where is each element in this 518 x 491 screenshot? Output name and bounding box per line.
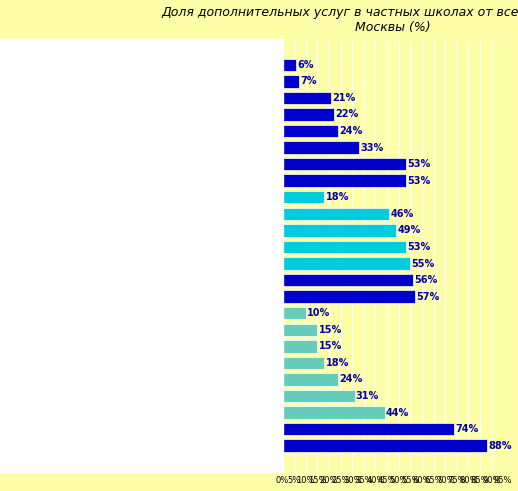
Bar	[282, 291, 415, 303]
Text: 24%: 24%	[339, 375, 363, 384]
Text: 18%: 18%	[325, 192, 349, 202]
Bar	[282, 191, 324, 203]
Title: Доля дополнительных услуг в частных школах от всех частных школ
Москвы (%): Доля дополнительных услуг в частных школ…	[162, 5, 518, 33]
Text: 18%: 18%	[325, 358, 349, 368]
Bar	[282, 356, 324, 369]
Text: 56%: 56%	[414, 275, 437, 285]
Bar	[282, 58, 296, 71]
Text: 15%: 15%	[319, 341, 342, 352]
Text: 44%: 44%	[386, 408, 409, 417]
Text: 53%: 53%	[407, 242, 430, 252]
Bar	[282, 423, 454, 436]
Text: 55%: 55%	[411, 259, 435, 269]
Text: 88%: 88%	[488, 441, 512, 451]
Bar	[282, 92, 332, 104]
Bar	[282, 141, 359, 154]
Bar	[282, 307, 306, 320]
Text: 31%: 31%	[356, 391, 379, 401]
Text: 7%: 7%	[300, 76, 316, 86]
Text: 53%: 53%	[407, 159, 430, 169]
Bar	[282, 208, 390, 220]
Bar	[282, 75, 299, 87]
Bar	[282, 390, 354, 402]
Text: 15%: 15%	[319, 325, 342, 335]
Bar	[282, 439, 487, 452]
Bar	[282, 407, 385, 419]
Text: 21%: 21%	[333, 93, 356, 103]
Text: 57%: 57%	[416, 292, 439, 301]
Bar	[282, 125, 338, 137]
Text: 22%: 22%	[335, 109, 358, 119]
Bar	[282, 174, 406, 187]
Text: 74%: 74%	[455, 424, 479, 434]
Text: 33%: 33%	[361, 142, 384, 153]
Bar	[282, 158, 406, 170]
Bar	[282, 340, 318, 353]
Bar	[282, 324, 318, 336]
Text: 24%: 24%	[339, 126, 363, 136]
Text: 10%: 10%	[307, 308, 330, 318]
Bar	[282, 274, 413, 286]
Text: 49%: 49%	[397, 225, 421, 235]
Bar	[282, 241, 406, 253]
Text: 46%: 46%	[391, 209, 414, 219]
Bar	[282, 257, 410, 270]
Text: 53%: 53%	[407, 176, 430, 186]
Bar	[282, 108, 334, 121]
Bar	[282, 224, 396, 237]
Bar	[282, 373, 338, 385]
Text: 6%: 6%	[298, 60, 314, 70]
